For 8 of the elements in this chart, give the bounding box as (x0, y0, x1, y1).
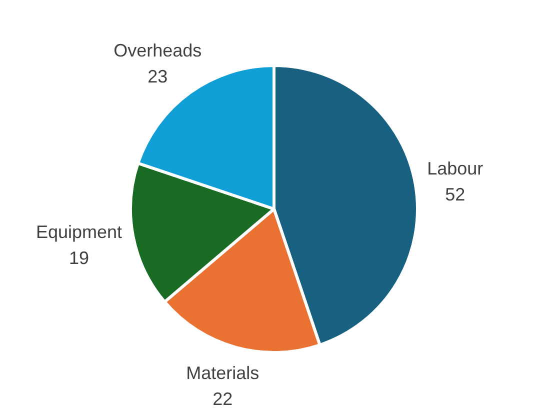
slice-label: Overheads (114, 40, 202, 61)
slice-label: Materials (186, 362, 260, 383)
slice-label: Equipment (36, 222, 122, 242)
slice-label: Labour (427, 158, 484, 179)
data-label: 23 (148, 66, 168, 87)
data-label: 52 (445, 184, 466, 205)
data-label: 22 (212, 388, 233, 409)
data-label: 19 (69, 248, 90, 268)
